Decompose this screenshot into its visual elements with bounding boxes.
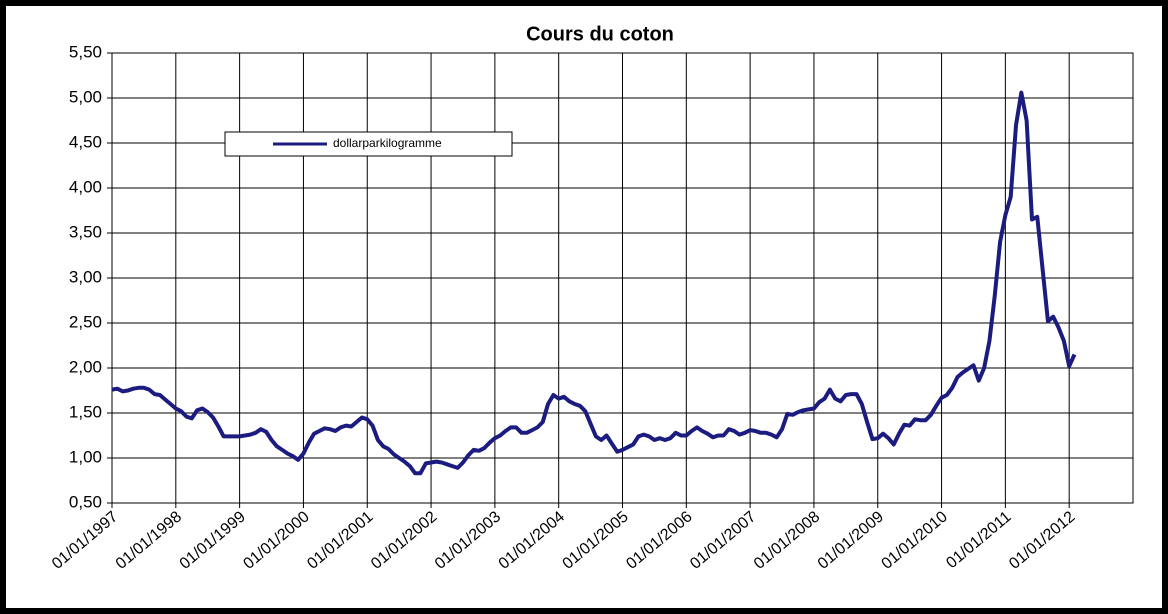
y-tick-label: 5,00 — [69, 87, 102, 106]
y-tick-label: 3,50 — [69, 222, 102, 241]
y-tick-label: 2,50 — [69, 312, 102, 331]
legend-box — [224, 131, 513, 157]
legend-label: dollarparkilogramme — [333, 136, 442, 150]
line-series — [111, 90, 1077, 476]
chart-title: Cours du coton — [526, 23, 674, 45]
y-tick-label: 4,50 — [69, 132, 102, 151]
y-tick-label: 0,50 — [69, 492, 102, 511]
y-tick-label: 4,00 — [69, 177, 102, 196]
y-tick-label: 2,00 — [69, 357, 102, 376]
y-tick-label: 3,00 — [69, 267, 102, 286]
y-tick-label: 1,00 — [69, 447, 102, 466]
y-tick-label: 5,50 — [69, 42, 102, 61]
y-tick-label: 1,50 — [69, 402, 102, 421]
